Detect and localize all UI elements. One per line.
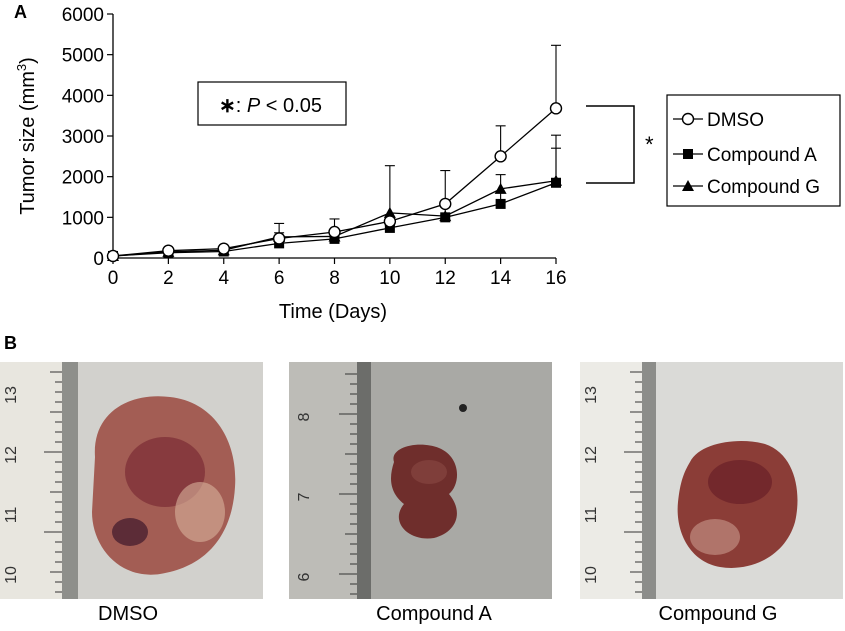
y-axis-label-superscript: 3	[14, 64, 29, 71]
data-point	[384, 222, 395, 233]
legend-marker	[681, 112, 695, 126]
ruler-ticks-compound-g	[624, 371, 642, 593]
data-point	[106, 249, 120, 263]
y-tick-label: 1000	[62, 208, 104, 229]
ruler-ticks-dmso	[44, 371, 62, 593]
p-value-box	[197, 81, 347, 126]
y-axis-label: Tumor size (mm3)	[14, 57, 39, 215]
points-dmso	[106, 102, 563, 263]
series-line-compound-g	[112, 180, 557, 257]
panel-label-b: B	[4, 333, 17, 353]
legend: DMSO Compound A Compound G	[666, 94, 841, 207]
ruler-number: 10	[3, 566, 20, 584]
y-tick-label: 3000	[62, 127, 104, 148]
legend-marker	[682, 180, 694, 191]
chart-axes: 0 1000 2000 3000 4000 5000 6000 0 2 4 6 8 10 12 14 16	[62, 5, 567, 289]
ruler-number: 13	[583, 386, 600, 404]
significance-asterisk: *	[645, 132, 654, 157]
x-tick-label: 8	[329, 268, 340, 289]
data-point	[162, 244, 175, 257]
data-point	[383, 206, 396, 218]
chart-series	[106, 44, 563, 263]
data-point	[439, 197, 452, 211]
x-tick-label: 16	[545, 268, 566, 289]
ruler-number: 11	[3, 507, 20, 524]
photo-compound-g-image: 13 12 11 10	[580, 362, 843, 599]
panel-label-a: A	[14, 2, 27, 22]
p-value-annotation: ∗: P < 0.05	[219, 95, 322, 117]
p-value-star: ∗	[219, 95, 236, 117]
ruler-number: 13	[3, 386, 20, 404]
data-point	[272, 232, 286, 245]
p-value-colon: :	[236, 95, 247, 117]
ruler-number: 7	[296, 492, 313, 501]
legend-marker	[683, 149, 693, 159]
x-tick-label: 10	[379, 268, 400, 289]
legend-box	[666, 94, 841, 207]
y-tick-label: 2000	[62, 168, 104, 189]
y-tick-label: 0	[93, 249, 104, 270]
ruler-number: 12	[3, 446, 20, 464]
legend-item-dmso: DMSO	[673, 110, 764, 131]
tumor-growth-chart: A 0 1000 2000 3000 4000 5000 6000 0 2 4 6 8 10 12 14 16…	[14, 2, 841, 323]
error-bars-compound-a	[274, 147, 561, 244]
ruler-ticks-compound-a	[339, 373, 357, 595]
x-tick-label: 0	[108, 268, 119, 289]
legend-label: Compound A	[707, 145, 817, 166]
data-point	[550, 174, 562, 186]
legend-item-compound-g: Compound G	[673, 177, 820, 198]
x-tick-label: 14	[490, 268, 512, 289]
points-compound-g	[107, 174, 562, 261]
ruler-number: 6	[296, 572, 313, 581]
data-point	[495, 198, 506, 209]
p-value-rest: < 0.05	[260, 95, 322, 117]
data-point	[383, 215, 397, 228]
y-axis-label-close: )	[17, 57, 39, 64]
ruler-number: 8	[296, 412, 313, 421]
photo-dmso-image: 13 12 11 10	[0, 362, 263, 599]
caption-dmso: DMSO	[98, 603, 158, 625]
legend-item-compound-a: Compound A	[673, 145, 817, 166]
data-point	[494, 182, 507, 194]
data-point	[549, 102, 563, 115]
legend-label: DMSO	[707, 110, 764, 131]
x-tick-label: 4	[218, 268, 229, 289]
data-point	[328, 225, 341, 239]
data-point	[217, 242, 230, 255]
y-tick-label: 5000	[62, 46, 104, 67]
x-tick-label: 12	[435, 268, 456, 289]
caption-compound-a: Compound A	[376, 603, 492, 625]
x-tick-label: 6	[274, 268, 285, 289]
x-axis-label: Time (Days)	[279, 301, 387, 323]
significance-bracket	[586, 105, 635, 184]
tumor-photo-compound-g: 13 12 11 10	[580, 362, 843, 599]
ruler-number: 11	[583, 507, 600, 524]
y-axis-label-main: Tumor size (mm	[17, 71, 39, 215]
photo-compound-a-image: 8 7 6	[289, 362, 552, 599]
tumor-compound-a	[391, 444, 458, 539]
caption-compound-g: Compound G	[658, 603, 778, 625]
ruler-number: 12	[583, 446, 600, 464]
tumor-photo-dmso: 13 12 11 10	[0, 362, 263, 599]
legend-label: Compound G	[707, 177, 820, 198]
data-point	[439, 210, 452, 222]
x-tick-label: 2	[163, 268, 174, 289]
p-value-p: P	[247, 95, 261, 117]
y-tick-label: 4000	[62, 86, 104, 107]
data-point	[494, 150, 507, 163]
ruler-number: 10	[583, 566, 600, 584]
y-tick-label: 6000	[62, 5, 104, 26]
tumor-photo-compound-a: 8 7 6	[289, 362, 552, 599]
